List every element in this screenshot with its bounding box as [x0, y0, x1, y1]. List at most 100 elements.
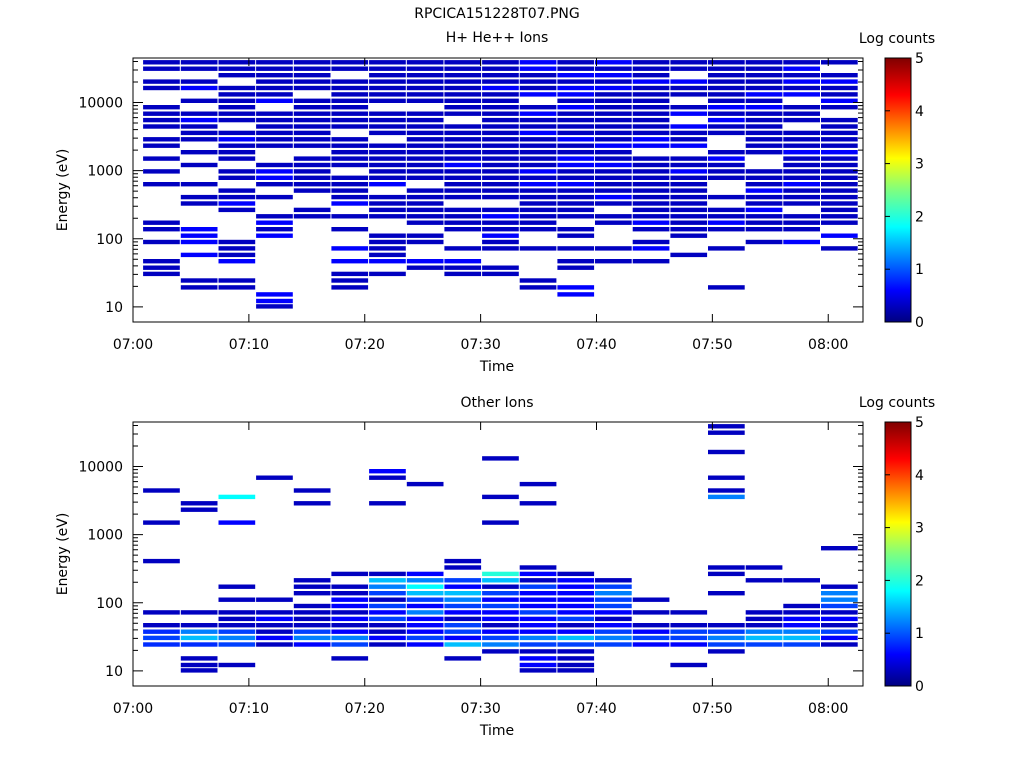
heatmap-cell: [783, 616, 820, 622]
heatmap-cell: [482, 73, 519, 78]
heatmap-cell: [557, 169, 595, 174]
colorbar-tick-label: 2: [915, 573, 924, 589]
heatmap-cell: [595, 623, 632, 628]
heatmap-cell: [406, 201, 444, 206]
heatmap-cell: [444, 642, 482, 647]
heatmap-cell: [482, 494, 519, 500]
heatmap-cell: [557, 182, 595, 187]
heatmap-cell: [218, 278, 256, 283]
heatmap-cell: [670, 220, 708, 225]
heatmap-cell: [519, 227, 557, 232]
heatmap-cell: [293, 85, 331, 91]
y-tick-label: 100: [96, 232, 123, 248]
heatmap-cell: [821, 610, 858, 615]
heatmap-cell: [331, 603, 369, 609]
heatmap-cell: [293, 629, 331, 634]
heatmap-cell: [670, 214, 708, 219]
heatmap-cell: [595, 642, 632, 647]
heatmap-cell: [632, 66, 670, 71]
heatmap-cell: [482, 143, 519, 148]
heatmap-cell: [821, 194, 858, 200]
chart-title: Other Ions: [460, 395, 533, 411]
heatmap-cell: [369, 73, 406, 78]
heatmap-cell: [708, 246, 745, 251]
heatmap-cell: [708, 649, 745, 654]
heatmap-cell: [783, 66, 820, 71]
heatmap-cell: [369, 182, 406, 187]
heatmap-cell: [745, 623, 783, 628]
heatmap-cell: [218, 130, 256, 136]
heatmap-cell: [708, 117, 745, 123]
heatmap-cell: [444, 98, 482, 103]
heatmap-cell: [708, 66, 745, 71]
heatmap-cell: [783, 227, 820, 232]
heatmap-cell: [143, 558, 180, 564]
heatmap-cell: [783, 214, 820, 219]
heatmap-cell: [821, 233, 858, 238]
heatmap-cell: [632, 597, 670, 602]
heatmap-cell: [708, 424, 745, 429]
heatmap-cell: [180, 117, 218, 123]
heatmap-cell: [670, 92, 708, 97]
heatmap-cell: [708, 220, 745, 225]
heatmap-cell: [218, 137, 256, 142]
heatmap-cell: [331, 156, 369, 161]
heatmap-cell: [632, 623, 670, 628]
colorbar-tick-label: 0: [915, 315, 924, 331]
colorbar-tick-label: 4: [915, 468, 924, 484]
heatmap-cell: [369, 571, 406, 577]
heatmap-cell: [406, 642, 444, 647]
heatmap-cell: [256, 117, 293, 123]
heatmap-cell: [218, 73, 256, 78]
heatmap-cell: [369, 233, 406, 238]
heatmap-cell: [482, 188, 519, 193]
heatmap-cell: [557, 175, 595, 180]
heatmap-cell: [708, 449, 745, 455]
heatmap-cell: [632, 207, 670, 213]
heatmap-cell: [406, 207, 444, 213]
heatmap-cell: [670, 85, 708, 91]
heatmap-cell: [143, 265, 180, 270]
figure-title: RPCICA151228T07.PNG: [414, 6, 579, 22]
heatmap-cell: [708, 214, 745, 219]
heatmap-cell: [218, 201, 256, 206]
heatmap-cell: [783, 635, 820, 641]
heatmap-cell: [557, 214, 595, 219]
heatmap-cell: [708, 150, 745, 155]
heatmap-cell: [482, 271, 519, 277]
heatmap-cell: [331, 175, 369, 180]
colorbar-tick-label: 5: [915, 51, 924, 67]
heatmap-cell: [632, 105, 670, 110]
heatmap-cell: [293, 501, 331, 506]
heatmap-cell: [331, 79, 369, 84]
heatmap-cell: [444, 584, 482, 589]
heatmap-cell: [143, 117, 180, 123]
y-tick-label: 1000: [87, 528, 123, 544]
heatmap-cell: [406, 239, 444, 245]
heatmap-cell: [557, 597, 595, 602]
heatmap-cell: [821, 584, 858, 589]
heatmap-cell: [783, 623, 820, 628]
heatmap-cell: [632, 201, 670, 206]
colorbar-tick-label: 1: [915, 626, 924, 642]
heatmap-cell: [783, 143, 820, 148]
heatmap-cell: [293, 578, 331, 583]
heatmap-cell: [256, 124, 293, 129]
heatmap-cell: [293, 137, 331, 142]
heatmap-cell: [256, 629, 293, 634]
heatmap-cell: [369, 124, 406, 129]
heatmap-cell: [557, 111, 595, 116]
heatmap-cell: [708, 629, 745, 634]
heatmap-cell: [331, 642, 369, 647]
heatmap-cell: [670, 635, 708, 641]
heatmap-cell: [180, 656, 218, 661]
heatmap-cell: [406, 623, 444, 628]
x-tick-label: 07:50: [692, 337, 732, 353]
heatmap-cell: [557, 629, 595, 634]
heatmap-cell: [519, 150, 557, 155]
y-axis-ticks: 10 100 1000 10000: [78, 424, 863, 680]
heatmap-cell: [331, 214, 369, 219]
heatmap-cell: [632, 246, 670, 251]
heatmap-cell: [482, 150, 519, 155]
heatmap-cell: [670, 124, 708, 129]
